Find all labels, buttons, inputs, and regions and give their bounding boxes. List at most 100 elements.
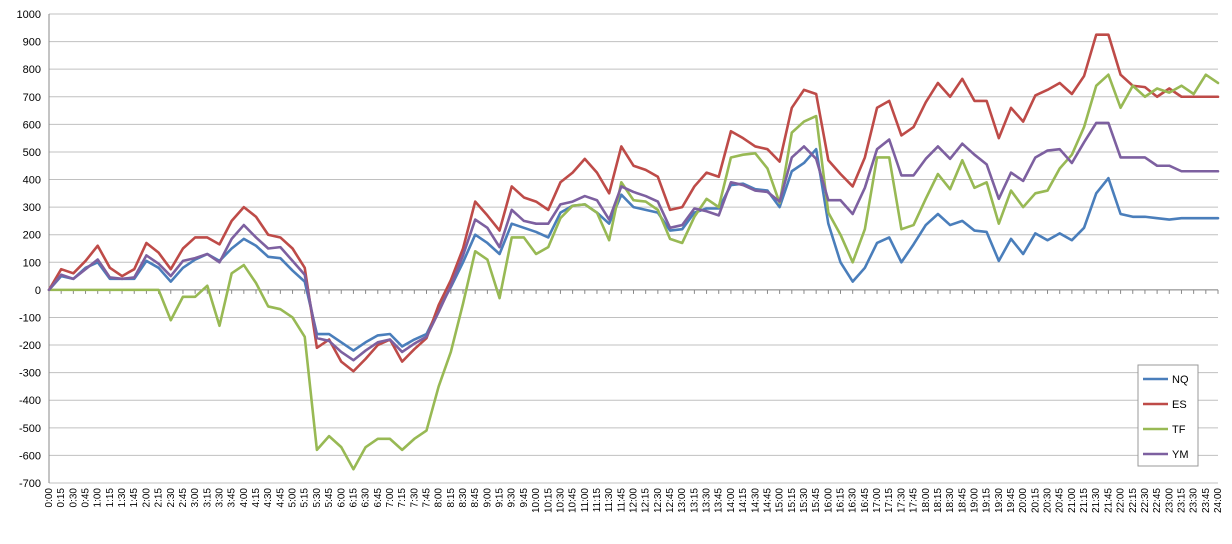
x-tick-label: 9:45	[519, 488, 530, 508]
x-tick-label: 0:30	[68, 488, 79, 508]
y-tick-label: -600	[19, 450, 41, 462]
y-tick-labels: -700 -600 -500 -400 -300 -200 -100 0 100 200 300 40…	[17, 9, 41, 490]
x-tick-label: 1:00	[93, 488, 104, 508]
x-tick-label: 2:45	[178, 488, 189, 508]
series-line-es	[47, 33, 1220, 373]
x-tick-label: 18:00	[921, 488, 932, 513]
x-tick-label: 9:15	[495, 488, 506, 508]
x-tick-label: 11:45	[616, 488, 627, 513]
x-tick-label: 20:30	[1043, 488, 1054, 513]
x-tick-label: 17:15	[884, 488, 895, 513]
x-tick-label: 23:00	[1164, 488, 1175, 513]
x-tick-label: 4:00	[239, 488, 250, 508]
x-tick-label: 15:45	[811, 488, 822, 513]
y-tick-label: 600	[23, 119, 41, 131]
x-tick-label: 9:30	[507, 488, 518, 508]
x-tick-label: 14:15	[738, 488, 749, 513]
x-tick-label: 22:45	[1152, 488, 1163, 513]
y-tick-label: 800	[23, 64, 41, 76]
x-tick-label: 22:30	[1140, 488, 1151, 513]
series-line-nq	[47, 147, 1220, 352]
x-tick-label: 3:30	[214, 488, 225, 508]
x-tick-label: 7:45	[421, 488, 432, 508]
x-tick-label: 7:15	[397, 488, 408, 508]
y-tick-label: 400	[23, 175, 41, 187]
y-tick-label: 500	[23, 147, 41, 159]
y-tick-label: -100	[19, 312, 41, 324]
y-tick-label: 200	[23, 230, 41, 242]
x-tick-label: 17:45	[909, 488, 920, 513]
x-tick-label: 9:00	[482, 488, 493, 508]
x-tick-label: 4:30	[263, 488, 274, 508]
x-tick-label: 24:00	[1213, 488, 1224, 513]
x-tick-label: 22:00	[1116, 488, 1127, 513]
x-tick-label: 18:15	[933, 488, 944, 513]
y-tick-label: 1000	[17, 9, 41, 21]
x-tick-label: 16:30	[848, 488, 859, 513]
x-tick-label: 2:15	[154, 488, 165, 508]
y-tick-label: 700	[23, 92, 41, 104]
x-tick-label: 12:00	[629, 488, 640, 513]
x-tick-label: 5:00	[288, 488, 299, 508]
x-tick-label: 18:30	[945, 488, 956, 513]
x-tick-label: 16:45	[860, 488, 871, 513]
x-tick-label: 20:15	[1030, 488, 1041, 513]
x-tick-label: 10:00	[531, 488, 542, 513]
legend-label-nq: NQ	[1172, 374, 1189, 386]
x-tick-label: 13:00	[677, 488, 688, 513]
y-tick-label: -400	[19, 395, 41, 407]
x-tick-label: 6:00	[336, 488, 347, 508]
x-tick-labels: 0:00 0:15 0:30 0:45 1:00 1:15 1:30 1:45 2:00 2:15…	[44, 488, 1224, 513]
x-tick-label: 0:45	[81, 488, 92, 508]
x-tick-label: 17:30	[896, 488, 907, 513]
x-tick-label: 15:00	[775, 488, 786, 513]
x-tick-label: 13:15	[689, 488, 700, 513]
x-tick-label: 19:15	[982, 488, 993, 513]
y-tick-label: -200	[19, 340, 41, 352]
x-tick-label: 20:45	[1055, 488, 1066, 513]
x-tick-label: 8:30	[458, 488, 469, 508]
x-tick-label: 3:00	[190, 488, 201, 508]
x-tick-label: 1:45	[129, 488, 140, 508]
x-tick-label: 21:30	[1091, 488, 1102, 513]
x-tick-label: 6:15	[348, 488, 359, 508]
x-tick-label: 8:15	[446, 488, 457, 508]
legend-label-tf: TF	[1172, 424, 1186, 436]
legend-label-ym: YM	[1172, 449, 1189, 461]
x-tick-label: 13:30	[702, 488, 713, 513]
y-tick-label: 300	[23, 202, 41, 214]
x-tick-label: 14:45	[762, 488, 773, 513]
x-tick-label: 10:45	[568, 488, 579, 513]
x-tick-label: 23:15	[1176, 488, 1187, 513]
x-tick-label: 19:45	[1006, 488, 1017, 513]
x-tick-label: 10:15	[543, 488, 554, 513]
y-tick-label: 900	[23, 37, 41, 49]
x-tick-label: 1:30	[117, 488, 128, 508]
x-tick-label: 4:45	[275, 488, 286, 508]
legend: NQ ES TF YM	[1137, 364, 1199, 467]
x-tick-label: 1:15	[105, 488, 116, 508]
x-tick-label: 7:00	[385, 488, 396, 508]
x-tick-label: 18:45	[957, 488, 968, 513]
series-line-ym	[47, 121, 1220, 362]
x-tick-label: 11:00	[580, 488, 591, 513]
x-tick-label: 15:15	[787, 488, 798, 513]
x-tick-label: 11:15	[592, 488, 603, 513]
x-tick-label: 5:45	[324, 488, 335, 508]
x-tick-label: 14:30	[750, 488, 761, 513]
x-tick-label: 14:00	[726, 488, 737, 513]
x-tick-label: 2:00	[141, 488, 152, 508]
x-tick-label: 15:30	[799, 488, 810, 513]
x-tick-label: 19:00	[969, 488, 980, 513]
x-tick-label: 23:30	[1189, 488, 1200, 513]
x-tick-label: 20:00	[1018, 488, 1029, 513]
x-tick-label: 12:45	[665, 488, 676, 513]
x-tick-label: 11:30	[604, 488, 615, 513]
x-tick-label: 0:15	[56, 488, 67, 508]
x-tick-label: 10:30	[555, 488, 566, 513]
x-tick-label: 16:15	[836, 488, 847, 513]
x-tick-label: 3:45	[227, 488, 238, 508]
x-tick-label: 0:00	[44, 488, 55, 508]
x-tick-label: 22:15	[1128, 488, 1139, 513]
